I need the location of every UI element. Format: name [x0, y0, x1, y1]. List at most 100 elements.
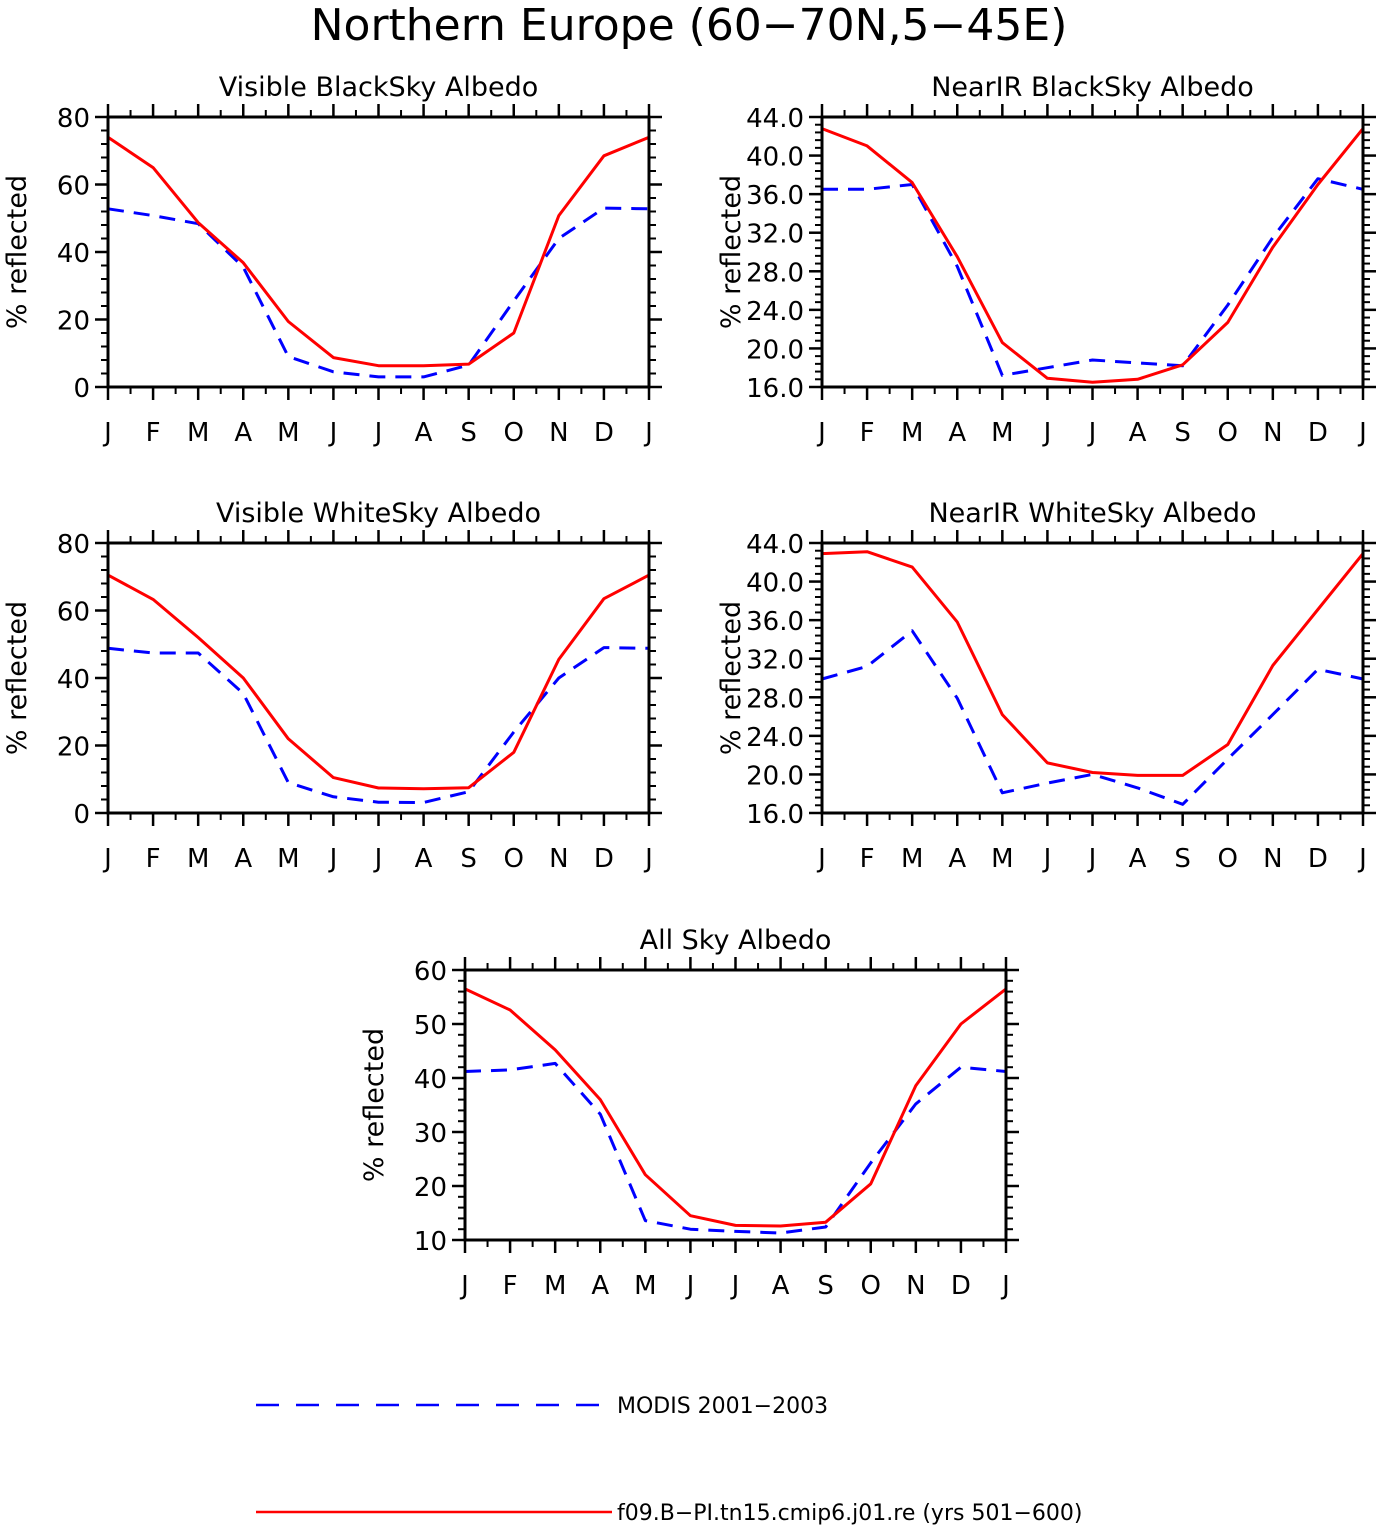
x-tick-label: N [549, 418, 568, 448]
y-tick-label: 40.0 [746, 143, 804, 173]
x-tick-label: J [1042, 418, 1052, 448]
x-tick-label: O [504, 844, 524, 874]
x-tick-label: J [816, 418, 826, 448]
x-tick-label: S [817, 1271, 834, 1301]
x-tick-label: A [234, 844, 252, 874]
x-tick-label: F [146, 844, 161, 874]
x-tick-label: J [1087, 844, 1097, 874]
x-tick-label: J [643, 844, 653, 874]
x-tick-label: J [373, 418, 383, 448]
y-tick-label: 28.0 [746, 684, 804, 714]
x-tick-label: J [328, 844, 338, 874]
x-tick-label: S [460, 844, 477, 874]
plot-frame [820, 115, 1365, 389]
y-axis-label: % reflected [2, 601, 33, 755]
panel-title: NearIR BlackSky Albedo [931, 72, 1254, 103]
y-tick-label: 44.0 [746, 104, 804, 134]
y-tick-label: 0 [73, 374, 90, 404]
y-tick-label: 30 [414, 1119, 447, 1149]
x-tick-label: N [549, 844, 568, 874]
x-tick-label: S [1174, 844, 1191, 874]
x-tick-label: M [277, 418, 299, 448]
x-tick-label: M [991, 844, 1013, 874]
series-model-line [821, 127, 1365, 384]
x-tick-label: F [146, 418, 161, 448]
x-tick-label: M [634, 1271, 656, 1301]
y-tick-label: 50 [414, 1011, 447, 1041]
x-tick-label: J [1357, 844, 1367, 874]
x-tick-label: O [1218, 418, 1238, 448]
y-tick-label: 10 [414, 1227, 447, 1257]
y-tick-label: 20 [414, 1173, 447, 1203]
x-tick-label: A [772, 1271, 790, 1301]
series-modis-line [464, 1061, 1007, 1235]
x-tick-label: M [187, 844, 209, 874]
y-axis-label: % reflected [359, 1028, 390, 1182]
y-tick-label: 16.0 [746, 800, 804, 830]
series-modis-line [822, 177, 1364, 377]
x-tick-label: M [277, 844, 299, 874]
series-model-line [821, 550, 1365, 777]
x-tick-label: D [594, 418, 614, 448]
y-tick-label: 32.0 [746, 220, 804, 250]
series-modis-line [107, 206, 650, 379]
x-tick-label: N [906, 1271, 925, 1301]
legend: MODIS 2001−2003 f09.B−PI.tn15.cmip6.j01.… [256, 1394, 1082, 1526]
x-tick-label: A [591, 1271, 609, 1301]
y-tick-label: 40 [57, 665, 90, 695]
x-tick-label: D [594, 844, 614, 874]
x-tick-label: D [1308, 418, 1328, 448]
y-tick-label: 40 [57, 239, 90, 269]
series-model-line [107, 573, 650, 791]
y-tick-label: 20.0 [746, 761, 804, 791]
figure-title: Northern Europe (60−70N,5−45E) [311, 0, 1068, 51]
y-tick-label: 60 [57, 172, 90, 202]
series-modis-line [821, 629, 1364, 806]
x-tick-label: J [102, 844, 112, 874]
plot-frame [106, 541, 651, 815]
x-tick-label: A [948, 418, 966, 448]
plot-frame [820, 541, 1365, 815]
x-tick-label: M [187, 418, 209, 448]
x-tick-label: A [1129, 418, 1147, 448]
x-tick-label: J [1000, 1271, 1010, 1301]
y-tick-label: 40 [414, 1065, 447, 1095]
y-tick-label: 20 [57, 307, 90, 337]
y-tick-label: 20 [57, 733, 90, 763]
x-tick-label: J [643, 418, 653, 448]
y-tick-label: 28.0 [746, 258, 804, 288]
y-axis-label: % reflected [2, 175, 33, 329]
x-tick-label: J [1087, 418, 1097, 448]
legend-model-label: f09.B−PI.tn15.cmip6.j01.re (yrs 501−600) [617, 1501, 1082, 1526]
x-tick-label: M [901, 418, 923, 448]
x-tick-label: F [503, 1271, 518, 1301]
x-tick-label: J [1357, 418, 1367, 448]
x-tick-label: O [1218, 844, 1238, 874]
x-tick-label: J [816, 844, 826, 874]
x-tick-label: N [1263, 418, 1282, 448]
x-tick-label: J [730, 1271, 740, 1301]
x-tick-label: A [415, 844, 433, 874]
x-tick-label: D [951, 1271, 971, 1301]
x-tick-label: D [1308, 844, 1328, 874]
x-tick-label: J [102, 418, 112, 448]
y-tick-label: 40.0 [746, 569, 804, 599]
x-tick-label: A [948, 844, 966, 874]
panel-title: Visible BlackSky Albedo [219, 72, 539, 103]
y-tick-label: 36.0 [746, 181, 804, 211]
x-tick-label: M [544, 1271, 566, 1301]
y-tick-label: 60 [57, 598, 90, 628]
y-axis-label: % reflected [716, 601, 747, 755]
plot-frame [106, 115, 651, 389]
x-tick-label: M [991, 418, 1013, 448]
x-tick-label: F [860, 844, 875, 874]
x-tick-label: J [328, 418, 338, 448]
x-tick-label: J [685, 1271, 695, 1301]
y-tick-label: 16.0 [746, 374, 804, 404]
x-tick-label: J [459, 1271, 469, 1301]
y-tick-label: 44.0 [746, 530, 804, 560]
